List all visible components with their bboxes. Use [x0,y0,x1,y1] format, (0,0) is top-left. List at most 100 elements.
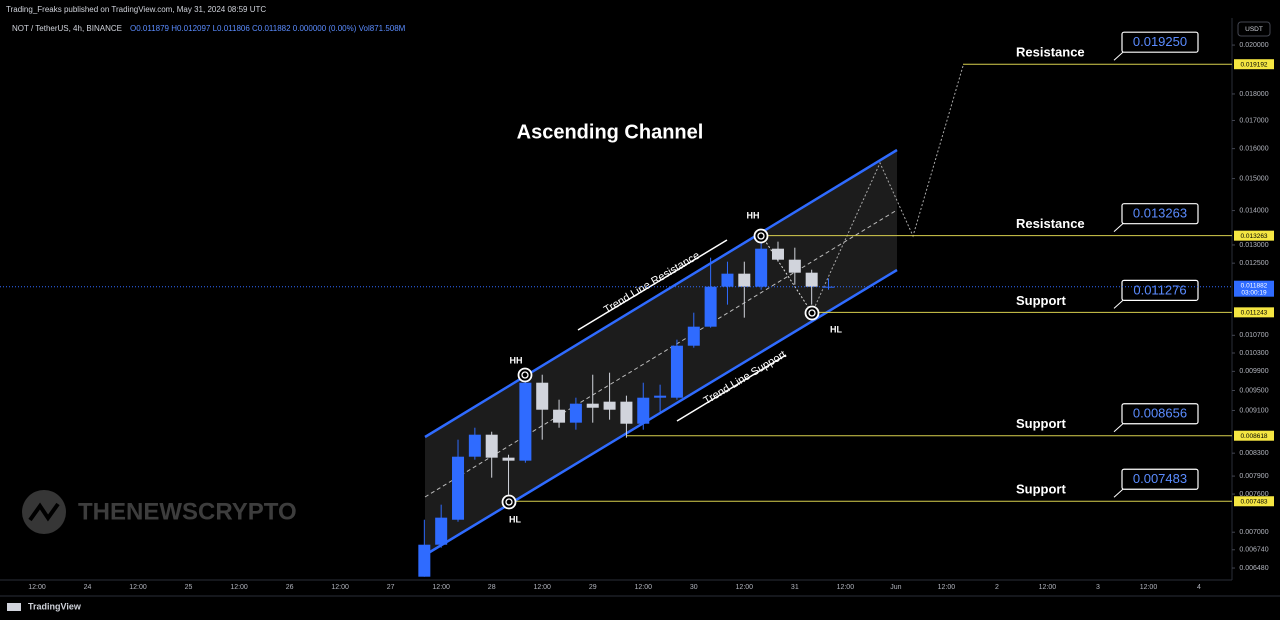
level-box-text: 0.007483 [1133,471,1187,486]
last-price-label: 0.011882 [1241,282,1268,289]
point-label: HL [509,514,521,524]
level-box [1121,31,1199,53]
level-price-tag [1234,307,1274,318]
last-price-tag [1234,280,1274,297]
level-callout [1113,422,1125,433]
x-tick-label: 12:00 [331,584,349,591]
x-tick-label: 3 [1096,584,1100,591]
x-tick-label: 24 [84,584,92,591]
pivot-dot [808,309,816,317]
x-tick-label: 12:00 [129,584,147,591]
channel-upper [424,148,898,439]
pivot-ring [804,305,820,321]
candle-body [435,517,448,545]
candle-body [670,345,683,398]
currency-button[interactable] [1237,21,1271,37]
y-tick-label: 0.009900 [1239,368,1268,375]
x-tick-label: 12:00 [634,584,652,591]
level-box [1121,203,1199,225]
watermark-logo-mark [28,502,60,522]
footer-brand: TradingView [28,601,82,611]
pivot-dot [521,371,529,379]
x-tick-label: 27 [387,584,395,591]
y-tick-label: 0.013000 [1239,242,1268,249]
projection [811,65,964,314]
level-price-tag [1234,496,1274,507]
pivot-dot [757,232,765,240]
candle-body [586,403,599,408]
y-tick-label: 0.007000 [1239,529,1268,536]
level-callout [1113,298,1125,309]
pivot-ring [501,494,517,510]
level-callout [1113,487,1125,498]
level-price-label: 0.011243 [1241,310,1268,317]
y-tick-label: 0.008300 [1239,450,1268,457]
y-tick-label: 0.018000 [1239,91,1268,98]
x-tick-label: 12:00 [1039,584,1057,591]
channel-mid [424,209,898,498]
x-tick-label: 12:00 [432,584,450,591]
y-tick-label: 0.015000 [1239,175,1268,182]
y-tick-label: 0.009100 [1239,407,1268,414]
ohlc: O0.011879 H0.012097 L0.011806 C0.011882 … [130,24,406,33]
level-box [1121,279,1199,301]
projection-back [761,235,813,314]
lower-callout [676,354,787,422]
upper-callout [577,239,728,331]
level-callout [1113,50,1125,61]
candle-body [536,382,549,410]
candle-body [519,382,532,461]
footer-logo [7,603,21,611]
candle-body [687,326,700,346]
point-label: HH [747,210,760,220]
level-price-label: 0.013263 [1240,233,1267,240]
level-box-text: 0.008656 [1133,406,1187,421]
point-label: HH [510,355,523,365]
candle-body [620,401,633,424]
level-box-text: 0.011276 [1133,282,1186,297]
y-tick-label: 0.016000 [1239,145,1268,152]
y-tick-label: 0.006480 [1239,565,1268,572]
x-tick-label: 29 [589,584,597,591]
candle-body [721,273,734,287]
x-tick-label: 28 [488,584,496,591]
chart-title: Ascending Channel [517,121,704,143]
symbol: NOT / TetherUS, 4h, BINANCE [12,24,122,33]
level-label: Support [1016,293,1066,308]
countdown: 03:00:19 [1241,289,1267,296]
x-tick-label: Jun [890,584,901,591]
level-box-text: 0.013263 [1133,206,1187,221]
y-tick-label: 0.010700 [1239,332,1268,339]
candle-body [603,401,616,410]
x-tick-label: 12:00 [533,584,551,591]
y-tick-label: 0.012500 [1239,260,1268,267]
currency[interactable]: USDT [1245,26,1263,33]
watermark-logo [22,490,66,534]
x-tick-label: 4 [1197,584,1201,591]
candle-body [704,286,717,327]
pivot-ring [753,228,769,244]
candle-body [788,259,801,273]
pivot-ring [517,367,533,383]
level-price-tag [1234,59,1274,70]
level-box [1121,403,1199,425]
y-tick-label: 0.017000 [1239,117,1268,124]
x-tick-label: 12:00 [230,584,248,591]
candle-body [771,248,784,260]
candle-body [738,273,751,287]
level-callout [1113,222,1125,233]
level-price-label: 0.008618 [1240,433,1267,440]
level-label: Resistance [1016,45,1085,60]
level-price-tag [1234,430,1274,441]
level-price-tag [1234,230,1274,241]
x-tick-label: 12:00 [28,584,46,591]
level-label: Support [1016,416,1066,431]
level-box [1121,468,1199,490]
x-tick-label: 30 [690,584,698,591]
point-label: HL [830,324,842,334]
publisher: Trading_Freaks published on TradingView.… [6,5,266,14]
candle-body [569,403,582,423]
y-tick-label: 0.020000 [1239,42,1268,49]
y-tick-label: 0.006740 [1239,547,1268,554]
level-price-label: 0.007483 [1240,498,1267,505]
